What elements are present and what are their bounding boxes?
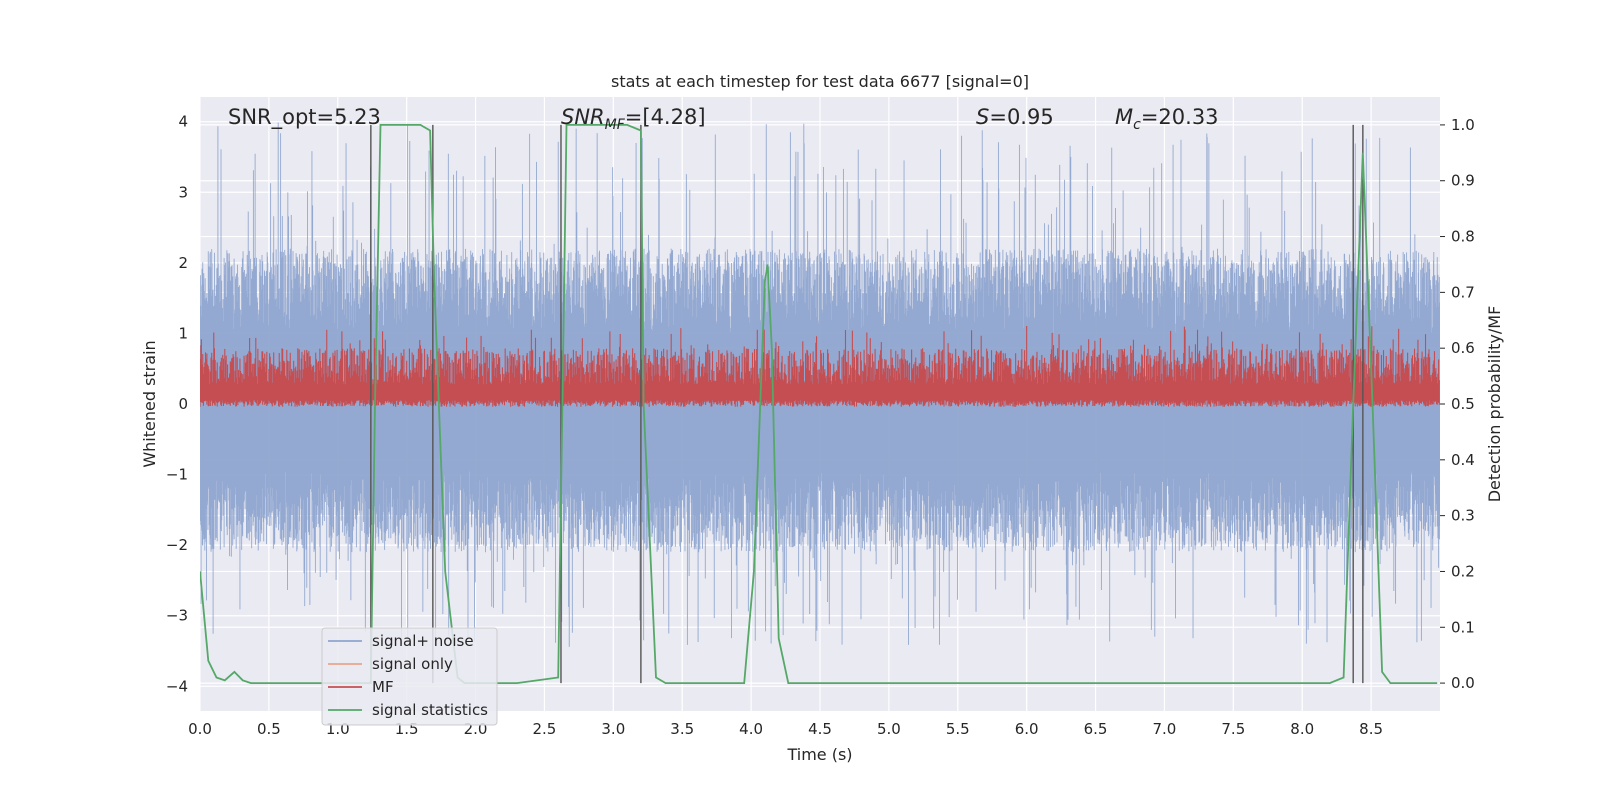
legend-label-signal-statistics: signal statistics (372, 701, 488, 719)
x-tick-label: 6.5 (1084, 720, 1108, 738)
y2-tick-label: 0.2 (1451, 562, 1475, 580)
y2-tick-label: 0.8 (1451, 228, 1475, 246)
y2-tick-label: 0.9 (1451, 172, 1475, 190)
x-tick-label: 8.5 (1359, 720, 1383, 738)
mf-series (200, 326, 1440, 407)
legend-label-mf: MF (372, 678, 394, 696)
x-tick-label: 5.0 (877, 720, 901, 738)
snr-opt-annotation: SNR_opt=5.23 (228, 105, 381, 130)
mf-trace (200, 326, 1440, 407)
y-tick-label: 3 (178, 183, 188, 201)
y-axis-label: Whitened strain (140, 340, 159, 467)
x-tick-label: 4.0 (739, 720, 763, 738)
snr-mf-annotation: SNRMF=[4.28] (561, 105, 706, 133)
x-tick-label: 0.5 (257, 720, 281, 738)
y2-tick-label: 0.0 (1451, 674, 1475, 692)
y-tick-label: −4 (166, 677, 188, 695)
x-tick-label: 3.5 (670, 720, 694, 738)
legend: signal+ noise signal only MF signal stat… (321, 627, 498, 726)
legend-box (321, 627, 498, 726)
y2-tick-label: 0.1 (1451, 618, 1475, 636)
y2-tick-label: 0.6 (1451, 339, 1475, 357)
signal-statistics-line (200, 124, 1438, 684)
y-tick-label: 0 (178, 395, 188, 413)
x-tick-label: 8.0 (1290, 720, 1314, 738)
mc-value: =20.33 (1141, 105, 1219, 129)
legend-label-signal-only: signal only (372, 655, 453, 673)
y-tick-label: 4 (178, 113, 188, 131)
s-annotation: S=0.95 (976, 105, 1054, 129)
x-tick-label: 4.5 (808, 720, 832, 738)
y-tick-label: −3 (166, 607, 188, 625)
x-tick-label: 3.0 (601, 720, 625, 738)
y-axis-ticks: −4 −3 −2 −1 0 1 2 3 4 (166, 113, 188, 696)
x-tick-label: 0.0 (188, 720, 212, 738)
legend-label-signal-noise: signal+ noise (372, 632, 474, 650)
y2-tick-label: 0.4 (1451, 451, 1475, 469)
mc-annotation: Mc=20.33 (1115, 105, 1219, 133)
mc-subscript: c (1133, 117, 1141, 133)
s-value: =0.95 (989, 105, 1053, 129)
y2-tick-label: 0.5 (1451, 395, 1475, 413)
s-symbol: S (976, 105, 989, 129)
y2-tick-label: 1.0 (1451, 116, 1475, 134)
x-axis-label: Time (s) (786, 745, 852, 764)
y-tick-label: −1 (166, 466, 188, 484)
snr-mf-value: =[4.28] (625, 105, 706, 129)
y-tick-label: −2 (166, 536, 188, 554)
x-tick-label: 7.5 (1221, 720, 1245, 738)
mc-symbol: M (1115, 105, 1133, 129)
x-tick-label: 5.5 (946, 720, 970, 738)
y2-axis-label: Detection probability/MF (1485, 306, 1504, 503)
y-tick-label: 1 (178, 324, 188, 342)
y2-tick-label: 0.7 (1451, 283, 1475, 301)
x-tick-label: 2.5 (533, 720, 557, 738)
x-tick-label: 7.0 (1153, 720, 1177, 738)
y2-tick-label: 0.3 (1451, 507, 1475, 525)
y-tick-label: 2 (178, 254, 188, 272)
snr-mf-subscript: MF (605, 117, 626, 133)
y2-axis-ticks: 0.0 0.1 0.2 0.3 0.4 0.5 0.6 0.7 0.8 0.9 1.0 (1440, 116, 1475, 692)
snr-mf-symbol: SNR (561, 105, 605, 129)
x-tick-label: 6.0 (1015, 720, 1039, 738)
chart-title: stats at each timestep for test data 667… (611, 72, 1029, 91)
